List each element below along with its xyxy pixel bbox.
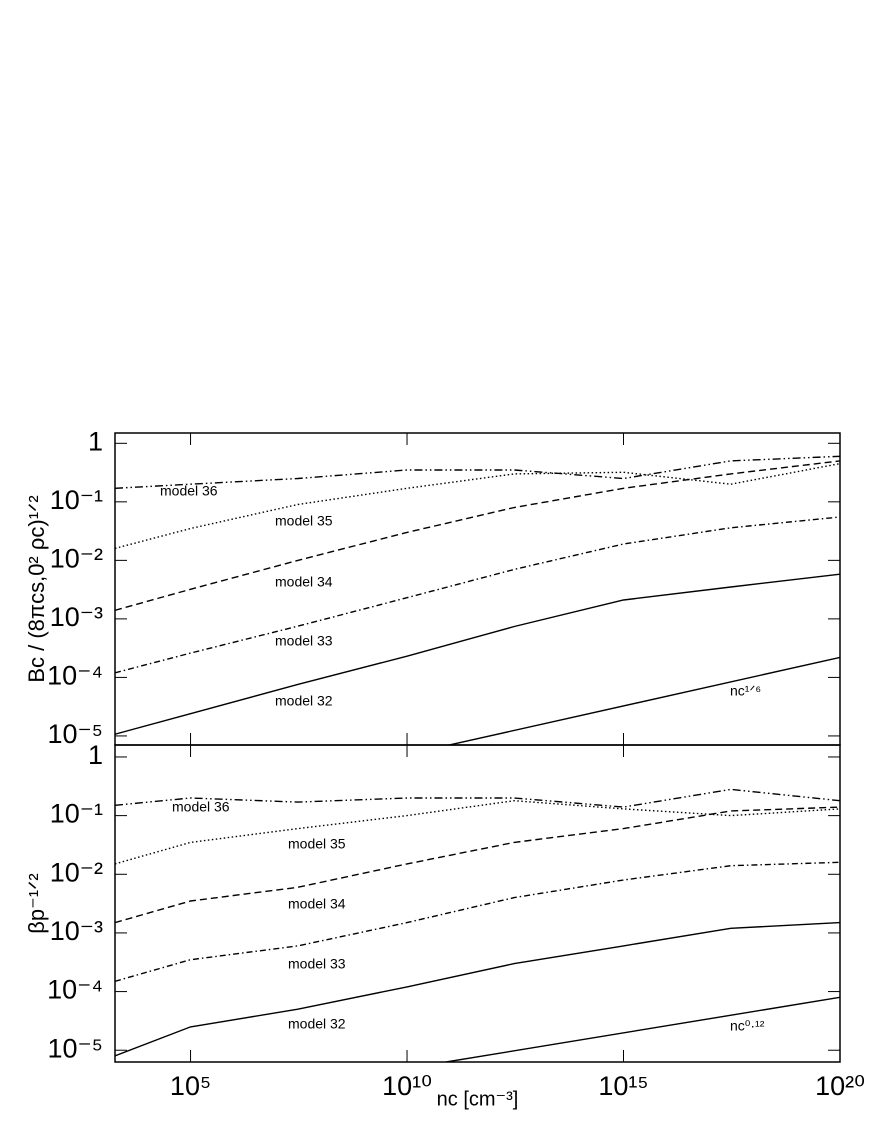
y-tick-label: 10⁻¹	[50, 485, 103, 515]
series-label: model 34	[288, 896, 346, 912]
y-tick-label: 10⁻³	[50, 602, 103, 632]
y-axis-label: βp⁻¹ᐟ²	[24, 873, 49, 933]
series-line	[115, 861, 840, 982]
y-tick-label: 1	[88, 426, 103, 456]
series-line	[446, 656, 840, 745]
series-label: model 33	[275, 633, 333, 649]
series-line	[115, 788, 840, 808]
x-axis-label: nc [cm⁻³]	[437, 1088, 519, 1110]
series-line	[115, 462, 840, 550]
plot-area	[115, 788, 840, 1062]
series-label: model 36	[172, 799, 230, 815]
series-line	[115, 799, 840, 865]
series-label: model 35	[288, 836, 346, 852]
y-tick-label: 10⁻⁵	[48, 719, 103, 749]
series-label: nc¹ᐟ⁶	[730, 683, 761, 699]
series-line	[115, 573, 840, 735]
series-line	[115, 460, 840, 611]
series-line	[115, 806, 840, 924]
series-label: model 32	[288, 1016, 346, 1032]
series-label: model 32	[275, 693, 333, 709]
series-label: nc⁰·¹²	[730, 1018, 765, 1034]
y-tick-label: 10⁻²	[50, 857, 103, 887]
series-line	[115, 455, 840, 489]
series-line	[115, 921, 840, 1057]
series-line	[115, 516, 840, 674]
series-label: model 36	[160, 483, 218, 499]
plot-area	[115, 455, 840, 745]
y-tick-label: 10⁻¹	[50, 799, 103, 829]
series-line	[445, 996, 840, 1062]
x-tick-label: 10¹⁵	[598, 1071, 648, 1101]
y-tick-label: 10⁻⁵	[48, 1033, 103, 1063]
x-tick-label: 10⁵	[170, 1071, 211, 1101]
y-axis-label: Bc / (8πcs,0² ρc)¹ᐟ²	[24, 495, 49, 682]
y-tick-label: 10⁻⁴	[47, 975, 103, 1005]
y-tick-label: 1	[88, 740, 103, 770]
series-label: model 33	[288, 956, 346, 972]
y-tick-label: 10⁻⁴	[47, 661, 103, 691]
series-label: model 35	[275, 513, 333, 529]
y-tick-label: 10⁻³	[50, 916, 103, 946]
y-tick-label: 10⁻²	[50, 543, 103, 573]
x-tick-label: 10¹⁰	[382, 1071, 432, 1101]
series-label: model 34	[275, 574, 333, 590]
plot-frame	[114, 744, 841, 1063]
x-tick-label: 10²⁰	[815, 1071, 865, 1101]
